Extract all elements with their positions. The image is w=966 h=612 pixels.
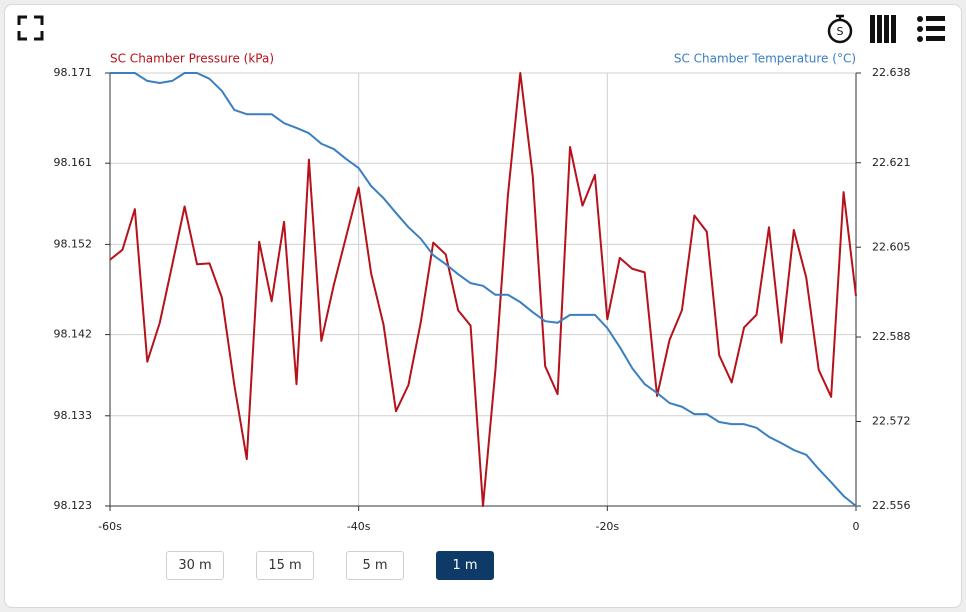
axis-legend-label: SC Chamber Pressure (kPa) — [110, 52, 274, 66]
y2-tick-label: 22.556 — [872, 499, 911, 512]
x-tick-label: 0 — [853, 520, 860, 533]
y-tick-label: 98.171 — [54, 66, 93, 79]
fullscreen-icon[interactable] — [17, 15, 44, 41]
series-line — [109, 72, 857, 507]
range-button[interactable]: 5 m — [346, 551, 404, 580]
stopwatch-icon[interactable]: S — [827, 14, 853, 44]
range-button[interactable]: 1 m — [436, 551, 494, 580]
x-tick-label: -20s — [595, 520, 619, 533]
y2-tick-label: 22.638 — [872, 66, 911, 79]
y2-tick-label: 22.621 — [872, 156, 911, 169]
y-tick-label: 98.161 — [54, 156, 93, 169]
y2-tick-label: 22.605 — [872, 240, 911, 253]
x-tick-label: -60s — [98, 520, 122, 533]
svg-text:S: S — [837, 25, 844, 38]
list-icon[interactable] — [917, 16, 945, 42]
range-button[interactable]: 15 m — [256, 551, 314, 580]
series-line — [110, 72, 857, 507]
y-tick-label: 98.142 — [54, 328, 93, 341]
y-tick-label: 98.152 — [54, 237, 93, 250]
y2-tick-label: 22.572 — [872, 415, 911, 428]
y-tick-label: 98.123 — [54, 499, 93, 512]
y2-tick-label: 22.588 — [872, 330, 911, 343]
x-tick-label: -40s — [347, 520, 371, 533]
y-tick-label: 98.133 — [54, 409, 93, 422]
axis-legend-label: SC Chamber Temperature (°C) — [674, 52, 856, 66]
range-button[interactable]: 30 m — [166, 551, 224, 580]
columns-icon[interactable] — [870, 15, 896, 43]
